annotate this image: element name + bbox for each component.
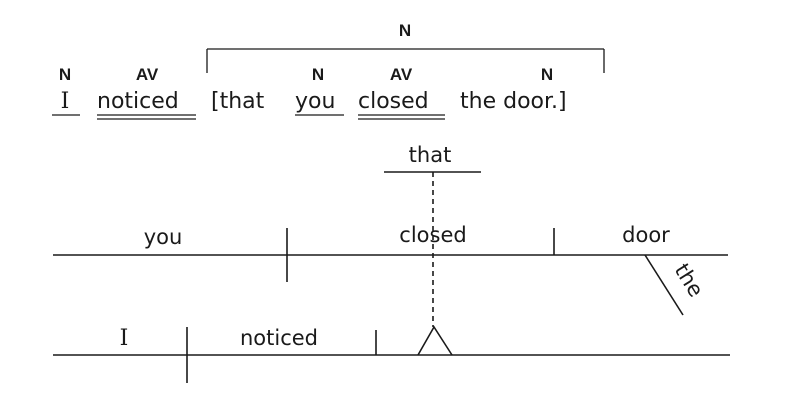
tag-door: N xyxy=(541,65,553,84)
diagram-word-door: door xyxy=(622,223,670,247)
sentence-word-i: I xyxy=(61,89,70,114)
sentence-bracket-that: [that xyxy=(211,89,265,114)
clause-tag: N xyxy=(399,21,411,40)
diagram-word-i: I xyxy=(120,326,129,351)
clause-bracket xyxy=(206,48,605,73)
tag-you: N xyxy=(312,65,324,84)
diagram-word-that: that xyxy=(409,143,452,167)
diagram-word-closed: closed xyxy=(399,223,466,247)
tag-noticed: AV xyxy=(136,65,159,84)
diagram-word-noticed: noticed xyxy=(240,326,318,350)
tag-closed: AV xyxy=(390,65,413,84)
tag-i: N xyxy=(59,65,71,84)
clause-pedestal xyxy=(417,325,453,356)
sentence-the-door: the door.] xyxy=(460,89,567,114)
sentence-word-noticed: noticed xyxy=(97,89,179,114)
diagram-word-you: you xyxy=(144,225,183,249)
sentence-word-closed: closed xyxy=(358,89,429,114)
sentence-word-you: you xyxy=(295,89,335,114)
modifier-slant-line xyxy=(644,254,684,316)
diagram-word-the: the xyxy=(670,259,709,301)
